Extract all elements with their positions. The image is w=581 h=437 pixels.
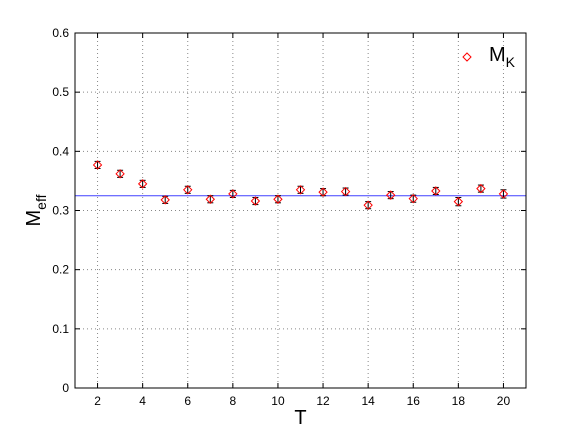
diamond-marker <box>431 186 441 196</box>
y-tick-label: 0.6 <box>52 26 69 40</box>
x-tick-label: 2 <box>94 394 101 408</box>
x-tick-label: 18 <box>452 394 466 408</box>
x-tick-label: 12 <box>316 394 330 408</box>
x-tick-label: 20 <box>497 394 511 408</box>
data-point <box>115 169 125 179</box>
data-point <box>250 196 261 206</box>
data-point <box>340 186 351 197</box>
x-tick-label: 4 <box>139 394 146 408</box>
legend-entry-label: MK <box>489 44 516 70</box>
y-axis-label-group: Meff <box>23 194 49 226</box>
diamond-marker <box>115 169 125 179</box>
axes-frame <box>74 32 527 389</box>
diamond-marker <box>273 194 283 204</box>
y-tick-label: 0.1 <box>52 322 69 336</box>
diamond-marker <box>318 187 328 197</box>
diamond-marker <box>92 160 103 170</box>
diamond-marker <box>408 193 418 204</box>
x-tick-label: 6 <box>184 394 191 408</box>
data-point <box>273 194 283 204</box>
diamond-marker <box>453 196 464 207</box>
x-tick-label: 14 <box>361 394 375 408</box>
legend-marker-diamond <box>462 52 472 62</box>
y-axis-label: Meff <box>23 194 49 226</box>
y-tick-label: 0.2 <box>52 263 69 277</box>
legend-label-sub: K <box>506 54 516 70</box>
data-point <box>408 193 418 204</box>
diamond-marker <box>385 190 396 200</box>
data-point <box>295 185 306 195</box>
axis-ticks: 2 4 6 8 10 12 14 16 18 20 0 0.1 0.2 0.3 0.4 0.5 0.6 <box>52 26 526 408</box>
y-axis-label-sub: eff <box>33 194 49 209</box>
diamond-marker <box>137 179 148 189</box>
x-tick-label: 10 <box>271 394 285 408</box>
x-tick-label: 8 <box>230 394 237 408</box>
data-point <box>92 160 103 170</box>
diamond-marker <box>295 185 306 195</box>
grid <box>75 33 526 388</box>
diamond-marker <box>498 189 509 199</box>
y-tick-label: 0.4 <box>52 144 69 158</box>
data-point <box>228 189 238 199</box>
data-point <box>363 200 373 210</box>
diamond-marker <box>183 185 193 195</box>
data-point <box>453 196 464 207</box>
x-tick-label: 16 <box>407 394 421 408</box>
y-tick-label: 0.5 <box>52 85 69 99</box>
legend-label-main: M <box>489 44 506 66</box>
y-tick-label: 0.3 <box>52 204 69 218</box>
y-tick-label: 0 <box>62 381 69 395</box>
diamond-marker <box>250 196 261 206</box>
data-point <box>205 194 216 204</box>
data-point <box>431 186 441 196</box>
data-point <box>476 183 486 194</box>
diamond-marker <box>228 189 238 199</box>
data-point <box>385 190 396 200</box>
data-points <box>92 160 509 210</box>
data-point <box>137 179 148 189</box>
y-axis-label-main: M <box>23 210 45 227</box>
data-point <box>498 189 509 199</box>
data-point <box>160 195 170 205</box>
diamond-marker <box>205 194 216 204</box>
diamond-marker <box>476 183 486 194</box>
data-point <box>318 187 328 197</box>
diamond-marker <box>340 186 351 197</box>
diamond-marker <box>160 195 170 205</box>
legend: MK <box>462 44 516 70</box>
x-axis-label: T <box>294 407 306 429</box>
data-point <box>183 185 193 195</box>
diamond-marker <box>363 200 373 210</box>
